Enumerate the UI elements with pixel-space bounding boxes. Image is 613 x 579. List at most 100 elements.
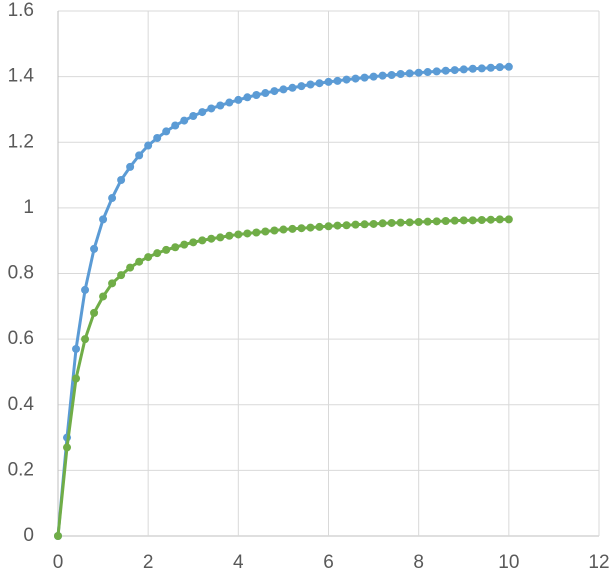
y-tick-label: 1 [23,197,34,218]
data-point [324,222,333,231]
y-tick-label: 1.4 [8,66,35,87]
data-point [297,82,306,91]
y-tick-label: 0.8 [8,263,34,284]
data-point [153,249,162,258]
y-tick-label: 0 [23,525,34,546]
data-point [162,245,171,254]
data-point [414,217,423,226]
data-point [504,215,513,224]
data-point [297,224,306,233]
x-tick-label: 6 [323,552,334,573]
data-point [396,70,405,78]
data-point [441,66,450,75]
data-point [99,215,108,224]
x-tick-label: 4 [233,552,244,573]
x-tick-label: 8 [413,552,424,573]
x-tick-label: 12 [588,552,609,573]
data-point [441,217,450,225]
data-point [261,89,270,98]
data-point [423,217,432,226]
data-point [72,374,81,383]
data-point [324,77,333,86]
data-point [243,93,252,102]
data-point [90,308,99,317]
data-point [495,215,504,224]
data-point [198,236,207,245]
data-point [468,64,477,73]
data-point [198,108,207,117]
data-point [207,104,216,113]
data-point [270,226,279,235]
data-point [288,224,297,233]
data-point [252,91,261,99]
data-point [270,87,279,96]
data-point [108,194,117,203]
data-point [378,219,387,228]
data-point [189,112,198,120]
data-point [171,243,180,252]
data-point [369,219,378,228]
data-point [279,85,288,94]
data-point [351,220,360,229]
data-point [333,221,342,230]
data-point [234,230,243,239]
x-tick-label: 2 [143,552,154,573]
data-point [135,257,144,266]
data-point [450,216,459,225]
data-point [315,79,324,88]
data-point [126,162,135,171]
data-point [225,98,234,107]
data-point [306,223,315,232]
data-point [378,71,387,80]
data-point [495,63,504,72]
data-point [171,121,180,130]
data-point [414,68,423,77]
data-point [477,64,486,73]
series-line [56,217,509,537]
data-point [252,228,261,237]
data-point [180,116,189,125]
data-point [81,335,90,344]
data-point [315,222,324,231]
data-point [477,216,486,225]
data-point [432,67,441,76]
data-point [288,83,297,92]
x-tick-label: 0 [53,552,64,573]
data-point [216,101,225,110]
data-point [342,75,351,84]
y-tick-label: 0.2 [8,459,34,480]
data-point [72,344,81,353]
x-tick-label: 10 [498,552,519,573]
data-point [63,443,72,452]
data-point [405,69,414,78]
data-point [342,221,351,230]
data-point [306,80,315,89]
data-point [81,285,90,294]
data-point [153,133,162,142]
data-point [351,74,360,83]
data-point [396,218,405,227]
data-point [99,292,108,301]
data-point [360,220,369,229]
series-line [56,65,509,537]
data-point [54,532,62,540]
y-tick-label: 0.6 [8,328,34,349]
data-point [387,70,396,79]
data-point [108,279,117,288]
data-point [207,234,216,243]
y-tick-label: 1.2 [8,131,34,152]
data-point [117,271,126,280]
data-point [369,72,378,81]
data-point [135,151,144,160]
data-point [468,216,477,225]
data-point [360,73,369,82]
data-point [279,225,288,234]
data-point [405,218,414,227]
data-point [216,233,225,242]
data-point [144,141,153,150]
data-point [243,229,252,238]
data-point [162,127,171,136]
data-point [387,218,396,227]
data-point [180,240,189,249]
